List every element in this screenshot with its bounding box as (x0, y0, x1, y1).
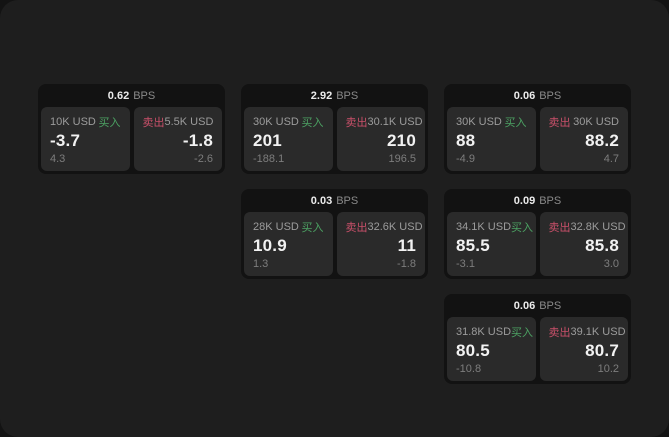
bps-value: 0.62 (107, 89, 130, 102)
buy-amount: 34.1K USD (456, 221, 512, 233)
sell-amount: 39.1K USD (570, 326, 626, 338)
bps-header: 2.92 BPS (241, 84, 428, 105)
buy-label: 买入 (511, 222, 534, 234)
bps-value: 2.92 (310, 89, 333, 102)
buy-label: 买入 (98, 117, 121, 129)
sell-amount: 32.6K USD (367, 221, 423, 233)
buy-panel[interactable]: 28K USD 买入 10.9 1.3 (244, 212, 333, 276)
sell-amount: 5.5K USD (164, 116, 214, 128)
sell-delta: 196.5 (388, 153, 416, 165)
buy-delta: 1.3 (253, 258, 269, 270)
sell-delta: 10.2 (597, 363, 619, 375)
bps-value: 0.06 (513, 89, 536, 102)
bps-unit: BPS (133, 89, 156, 102)
sell-price: 88.2 (585, 131, 619, 151)
bps-value: 0.09 (513, 194, 536, 207)
buy-panel[interactable]: 31.8K USD 买入 80.5 -10.8 (447, 317, 536, 381)
sell-label: 卖出 (548, 327, 571, 339)
bps-header: 0.62 BPS (38, 84, 225, 105)
buy-amount: 10K USD (50, 116, 96, 128)
buy-amount: 30K USD (253, 116, 299, 128)
quote-card: 0.06 BPS 30K USD 买入 88 -4.9 卖出 30K USD (444, 84, 631, 174)
sell-label: 卖出 (345, 117, 368, 129)
sell-delta: 3.0 (603, 258, 619, 270)
buy-amount: 28K USD (253, 221, 299, 233)
bps-header: 0.06 BPS (444, 84, 631, 105)
buy-panel[interactable]: 10K USD 买入 -3.7 4.3 (41, 107, 130, 171)
bps-unit: BPS (539, 299, 562, 312)
sell-label: 卖出 (548, 117, 571, 129)
sell-price: 85.8 (585, 236, 619, 256)
buy-delta: -4.9 (456, 153, 475, 165)
sell-panel[interactable]: 卖出 30K USD 88.2 4.7 (539, 107, 628, 171)
sell-amount: 32.8K USD (570, 221, 626, 233)
quote-card: 0.09 BPS 34.1K USD 买入 85.5 -3.1 卖出 32.8K… (444, 189, 631, 279)
buy-amount: 30K USD (456, 116, 502, 128)
sell-delta: 4.7 (603, 153, 619, 165)
sell-amount: 30K USD (573, 116, 619, 128)
sell-amount: 30.1K USD (367, 116, 423, 128)
buy-price: 201 (253, 131, 282, 151)
quote-card: 0.06 BPS 31.8K USD 买入 80.5 -10.8 卖出 39.1… (444, 294, 631, 384)
quote-card: 0.62 BPS 10K USD 买入 -3.7 4.3 卖出 5.5K USD (38, 84, 225, 174)
sell-label: 卖出 (345, 222, 368, 234)
sell-price: 210 (387, 131, 416, 151)
bps-header: 0.06 BPS (444, 294, 631, 315)
bps-value: 0.06 (513, 299, 536, 312)
buy-label: 买入 (301, 222, 324, 234)
bps-unit: BPS (336, 194, 359, 207)
sell-label: 卖出 (142, 117, 165, 129)
buy-delta: -188.1 (253, 153, 285, 165)
buy-delta: -3.1 (456, 258, 475, 270)
bps-unit: BPS (336, 89, 359, 102)
sell-delta: -1.8 (397, 258, 416, 270)
buy-price: 85.5 (456, 236, 490, 256)
buy-panel[interactable]: 30K USD 买入 201 -188.1 (244, 107, 333, 171)
sell-panel[interactable]: 卖出 5.5K USD -1.8 -2.6 (133, 107, 222, 171)
buy-price: 88 (456, 131, 476, 151)
sell-price: -1.8 (182, 131, 213, 151)
bps-header: 0.03 BPS (241, 189, 428, 210)
buy-label: 买入 (301, 117, 324, 129)
quote-card-grid: 0.62 BPS 10K USD 买入 -3.7 4.3 卖出 5.5K USD (38, 84, 631, 384)
buy-price: -3.7 (50, 131, 81, 151)
sell-label: 卖出 (548, 222, 571, 234)
buy-delta: 4.3 (50, 153, 66, 165)
sell-panel[interactable]: 卖出 32.8K USD 85.8 3.0 (539, 212, 628, 276)
buy-price: 10.9 (253, 236, 287, 256)
buy-amount: 31.8K USD (456, 326, 512, 338)
sell-panel[interactable]: 卖出 32.6K USD 11 -1.8 (336, 212, 425, 276)
sell-price: 11 (397, 236, 416, 256)
quote-card: 0.03 BPS 28K USD 买入 10.9 1.3 卖出 32.6K US… (241, 189, 428, 279)
sell-price: 80.7 (585, 341, 619, 361)
bps-unit: BPS (539, 89, 562, 102)
buy-delta: -10.8 (456, 363, 482, 375)
bps-header: 0.09 BPS (444, 189, 631, 210)
sell-panel[interactable]: 卖出 39.1K USD 80.7 10.2 (539, 317, 628, 381)
bps-value: 0.03 (310, 194, 333, 207)
buy-label: 买入 (511, 327, 534, 339)
buy-panel[interactable]: 34.1K USD 买入 85.5 -3.1 (447, 212, 536, 276)
buy-panel[interactable]: 30K USD 买入 88 -4.9 (447, 107, 536, 171)
sell-panel[interactable]: 卖出 30.1K USD 210 196.5 (336, 107, 425, 171)
bps-unit: BPS (539, 194, 562, 207)
buy-label: 买入 (504, 117, 527, 129)
buy-price: 80.5 (456, 341, 490, 361)
sell-delta: -2.6 (194, 153, 213, 165)
quote-card: 2.92 BPS 30K USD 买入 201 -188.1 卖出 30.1K … (241, 84, 428, 174)
